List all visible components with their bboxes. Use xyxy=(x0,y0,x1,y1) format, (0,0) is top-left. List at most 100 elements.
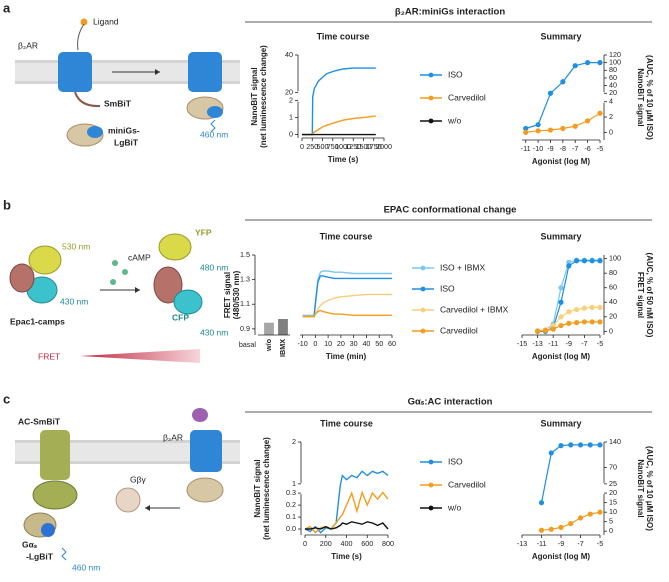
legend-label: ISO xyxy=(440,283,455,293)
data-point xyxy=(538,500,545,506)
cfp xyxy=(173,289,203,315)
data-point xyxy=(535,128,541,134)
x-tick-label: 60 xyxy=(388,339,396,348)
label: Gαₛ xyxy=(22,539,38,549)
data-point xyxy=(548,526,554,532)
panel-letter: a xyxy=(3,0,11,15)
panel-letter: b xyxy=(3,197,11,212)
x-tick-label: 1750 xyxy=(366,142,382,151)
label: β₂AR xyxy=(163,432,183,442)
data-point xyxy=(577,515,584,521)
epac xyxy=(153,266,183,304)
y-axis-label: (AUC, % of 10 μM ISO) xyxy=(645,446,654,531)
label: β₂AR xyxy=(18,40,38,50)
y-tick-label: 25 xyxy=(609,479,617,488)
x-tick-label: -13 xyxy=(517,539,527,548)
legend-label: Carvedilol + IBMX xyxy=(440,304,509,314)
data-point xyxy=(535,122,541,128)
y-tick-label: 70 xyxy=(609,462,617,471)
adenylyl-cyclase xyxy=(40,430,70,480)
x-tick-label: -13 xyxy=(532,339,542,348)
receptor xyxy=(188,52,222,92)
legend-label: Carvedilol xyxy=(440,325,478,335)
chart-title: Time course xyxy=(320,418,373,428)
data-point xyxy=(558,299,564,305)
x-tick-label: -9 xyxy=(547,144,553,153)
epac xyxy=(9,263,35,293)
lgbit xyxy=(41,523,55,537)
series-line xyxy=(304,470,389,534)
data-point xyxy=(566,263,572,269)
data-point xyxy=(574,306,580,313)
legend-marker xyxy=(428,72,434,78)
data-point xyxy=(597,442,603,448)
y-axis-label: FRET signal xyxy=(636,272,645,318)
y-tick-label: 20 xyxy=(285,87,293,96)
x-tick-label: IBMX xyxy=(278,339,287,357)
x-tick-label: -9 xyxy=(566,339,572,348)
x-tick-label: -7 xyxy=(577,539,583,548)
y-tick-label: 120 xyxy=(609,50,621,59)
x-tick-label: 750 xyxy=(327,142,339,151)
camp xyxy=(110,279,116,285)
x-axis-label: basal xyxy=(239,340,257,349)
data-point xyxy=(558,285,564,291)
ligand-dot xyxy=(80,18,88,26)
label: CFP xyxy=(172,312,189,322)
chart-title: Time course xyxy=(317,31,370,41)
x-tick-label: 0 xyxy=(300,142,304,151)
data-point xyxy=(566,320,572,326)
label: Ligand xyxy=(93,16,119,26)
y-tick-label: 15 xyxy=(609,498,617,507)
light xyxy=(210,119,216,133)
data-point xyxy=(566,309,572,315)
y-tick-label: 40 xyxy=(609,297,617,306)
y-tick-label: 1 xyxy=(292,479,296,488)
data-point xyxy=(577,442,584,448)
data-point xyxy=(558,322,564,329)
x-tick-label: -5 xyxy=(597,339,603,348)
y-tick-label: 10 xyxy=(609,507,617,516)
ac-domain xyxy=(32,480,78,510)
label: 530 nm xyxy=(62,241,90,251)
x-tick-label: 400 xyxy=(341,539,353,548)
legend-label: ISO xyxy=(448,456,463,466)
data-point xyxy=(547,127,554,133)
legend-label: Carvedilol xyxy=(448,479,486,489)
data-point xyxy=(589,258,595,264)
legend-marker xyxy=(428,95,434,101)
label: 460 nm xyxy=(200,129,228,139)
legend-marker xyxy=(420,265,426,271)
x-tick-label: 200 xyxy=(320,539,332,548)
data-point xyxy=(597,304,603,310)
y-tick-label: 0.3 xyxy=(286,488,296,497)
x-tick-label: 40 xyxy=(362,339,370,348)
x-tick-label: 30 xyxy=(350,339,358,348)
legend-marker xyxy=(428,118,434,124)
y-axis-label: NanoBiT signal xyxy=(253,459,262,517)
x-tick-label: 10 xyxy=(324,339,332,348)
data-point xyxy=(587,442,593,448)
x-tick-label: 2000 xyxy=(376,142,392,151)
y-tick-label: 40 xyxy=(285,50,293,59)
data-point xyxy=(597,60,603,66)
receptor xyxy=(190,430,222,472)
label: SmBiT xyxy=(104,98,132,108)
data-point xyxy=(589,304,595,310)
legend-marker xyxy=(420,286,426,292)
y-tick-label: 0 xyxy=(609,526,613,535)
ligand-arrow xyxy=(77,23,85,51)
label: Epac1-camps xyxy=(10,316,65,326)
x-tick-label: 800 xyxy=(382,539,394,548)
x-tick-label: -9 xyxy=(558,539,564,548)
x-tick-label: 1500 xyxy=(356,142,372,151)
x-tick-label: -5 xyxy=(597,539,603,548)
x-tick-label: 500 xyxy=(317,142,329,151)
x-tick-label: -15 xyxy=(517,339,527,348)
bar xyxy=(278,319,288,335)
label: miniGs- xyxy=(108,125,140,135)
x-axis-label: Agonist (log M) xyxy=(532,552,591,561)
y-tick-label: 0.9 xyxy=(240,324,250,333)
y-tick-label: 0.1 xyxy=(286,512,296,521)
x-tick-label: 250 xyxy=(306,142,318,151)
